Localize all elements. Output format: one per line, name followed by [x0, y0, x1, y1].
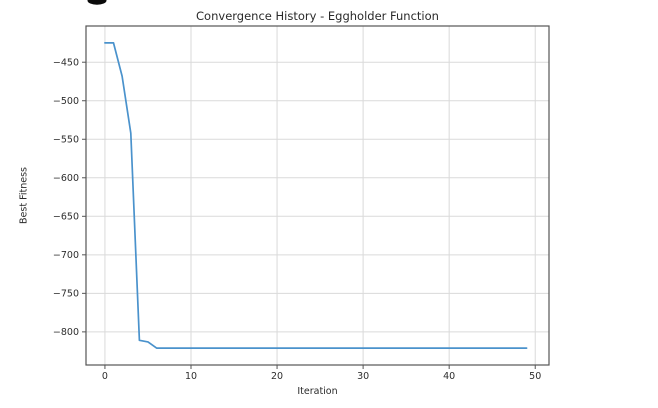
y-tick-label: −600: [53, 173, 79, 184]
x-tick-label: 50: [529, 371, 541, 382]
x-axis-label: Iteration: [297, 386, 338, 397]
convergence-line-series: [104, 42, 528, 349]
x-tick-label: 10: [185, 371, 197, 382]
plot-area-border: [85, 25, 550, 366]
cut-off-text-artifact: [87, 0, 107, 5]
x-tick-label: 30: [357, 371, 369, 382]
chart-title: Convergence History - Eggholder Function: [196, 9, 439, 23]
x-tick-label: 0: [102, 371, 108, 382]
y-tick-label: −550: [53, 134, 79, 145]
y-tick-label: −650: [53, 212, 79, 223]
x-tick-label: 20: [271, 371, 283, 382]
y-tick-label: −750: [53, 289, 79, 300]
y-tick-label: −700: [53, 250, 79, 261]
y-tick-label: −450: [53, 57, 79, 68]
y-tick-label: −500: [53, 96, 79, 107]
y-tick-label: −800: [53, 327, 79, 338]
x-tick-label: 40: [443, 371, 455, 382]
y-axis-label: Best Fitness: [18, 167, 30, 224]
